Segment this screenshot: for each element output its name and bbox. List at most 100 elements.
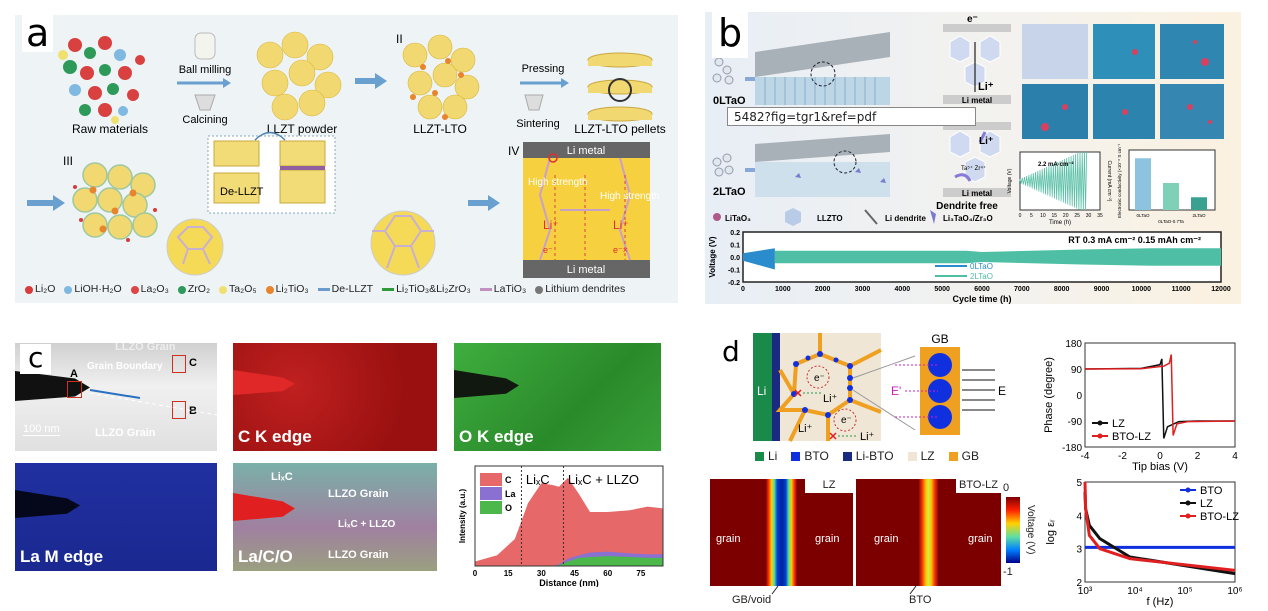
- y-axis-label: Intensity (a.u.): [458, 489, 467, 544]
- electron-circle-icon: [806, 365, 830, 389]
- bar-2LTaO: [1191, 197, 1207, 210]
- x-tick-label: 15: [1052, 213, 1058, 219]
- url-overlay[interactable]: 5482?fig=tgr1&ref=pdf: [727, 107, 976, 126]
- x-tick-label: 15: [504, 569, 513, 578]
- label-li-metal-bottom: Li metal: [962, 189, 992, 198]
- area-O: [475, 556, 663, 566]
- label-o-k-edge: O K edge: [459, 427, 534, 446]
- legend-label: De-LLZT: [331, 283, 374, 295]
- panel-a-schematic: Raw materials Ball milling Calcining LLZ…: [27, 31, 666, 278]
- llzt-powder-cluster: [256, 31, 342, 121]
- raw-materials-cluster: [58, 36, 145, 124]
- legend-swatch: [907, 452, 917, 462]
- legend-label-0LTaO: 0LTaO: [970, 262, 993, 271]
- legend-label: Lithium dendrites: [545, 283, 626, 295]
- y-tick-label: 2: [1076, 578, 1082, 589]
- panel-label-a: a: [22, 14, 54, 52]
- y-axis-label: Voltage (V): [708, 236, 717, 278]
- colorbar-min: -1: [1003, 566, 1013, 578]
- legend-marker: [64, 285, 73, 294]
- legend-label: La₂O₃: [140, 283, 169, 295]
- electron-circle-icon: [833, 408, 857, 432]
- arrow-head-icon: [488, 195, 500, 211]
- label-e-prime: E': [891, 384, 901, 398]
- legend-marker-li3tao4: [930, 210, 936, 224]
- label-electron-top: e⁻: [967, 14, 978, 25]
- heatmap-lz: LZ grain grain: [710, 479, 853, 586]
- x-tick-label: 4000: [895, 286, 911, 293]
- crucible-icon: [524, 94, 544, 111]
- electrolyte-slab-bottom: [755, 134, 890, 197]
- y-tick-label: 180: [1065, 339, 1082, 350]
- series-line-BTO-LZ: [1084, 354, 1236, 436]
- legend-marker: [317, 288, 330, 292]
- label-electron-1: e⁻: [814, 373, 825, 384]
- llzt-lto-cluster: [402, 34, 480, 120]
- legend-swatch: [791, 452, 801, 462]
- legend-item: Li-BTO: [842, 449, 894, 463]
- x-axis-label: Distance (nm): [539, 578, 599, 587]
- crucible-icon: [194, 94, 216, 111]
- x-tick-label: 2LTaO: [1193, 213, 1206, 218]
- legend-swatch: [842, 452, 852, 462]
- sample-2ltao-spheres: [712, 153, 734, 177]
- label-2ltao: 2LTaO: [713, 186, 746, 198]
- panel-label-d: d: [722, 335, 740, 368]
- label-overlay-grain-top: LLZO Grain: [328, 488, 389, 500]
- series-band-0LTaO: [743, 248, 775, 270]
- arrow-head-icon: [375, 73, 387, 89]
- legend-item: GB: [948, 449, 979, 463]
- grain-block: [213, 140, 260, 167]
- legend-item: Li: [755, 449, 778, 463]
- label-pellets: LLZT-LTO pellets: [574, 122, 666, 136]
- y-axis-label: Voltage (V): [1007, 168, 1013, 193]
- legend-marker: [382, 288, 395, 292]
- chart-critical-current: 0 5 10 15 20 25 30 35 Time (h) Voltage (V) Current…: [1007, 151, 1112, 226]
- label-calcining: Calcining: [182, 114, 227, 126]
- grain-hexagons-bottom: [943, 122, 1011, 197]
- sem-image-grid: [1022, 24, 1224, 139]
- y-tick-label: 4: [1076, 511, 1082, 522]
- label-li-ion-right: Li⁺: [613, 218, 629, 232]
- legend-label: LZ: [920, 449, 935, 463]
- label-grain: grain: [968, 533, 993, 545]
- label-high-strength-left: High strength: [528, 177, 587, 188]
- legend-item: LaTiO₃: [479, 283, 526, 296]
- legend-swatch: [948, 452, 958, 462]
- legend-li3tao4: Li₃TaO₄/Zr₃O: [943, 214, 993, 223]
- grain-hexagons-top: [943, 24, 1011, 104]
- label-li-metal-bottom: Li metal: [567, 264, 606, 276]
- marker-box-b: [172, 401, 186, 419]
- arrow-head-icon: [53, 195, 65, 211]
- latio3-layer: [280, 166, 325, 170]
- y-tick-label: -90: [1068, 417, 1083, 428]
- li-ion-path: [803, 392, 856, 437]
- label-0ltao: 0LTaO: [713, 95, 746, 107]
- x-tick-label: 0: [1019, 213, 1022, 219]
- legend-li-dendrite: Li dendrite: [885, 214, 926, 223]
- legend-item: BTO: [791, 449, 829, 463]
- grain-boundary-lines: [176, 226, 214, 265]
- label-li-ion-1: Li⁺: [823, 393, 838, 405]
- annotation: RT 0.3 mA cm⁻² 0.15 mAh cm⁻²: [1068, 235, 1201, 245]
- label-electron-2: e⁻: [841, 415, 852, 426]
- sample-0ltao-spheres: [712, 57, 734, 85]
- bto-particle: [928, 353, 952, 377]
- pointer-arrows: [771, 585, 917, 595]
- x-tick-label: 11000: [1172, 286, 1191, 293]
- label-la-m-edge: La M edge: [20, 547, 104, 566]
- legend-label: Li: [768, 449, 778, 463]
- label-li-ion-left: Li⁺: [543, 218, 559, 232]
- label-bto-arrow: BTO: [909, 594, 932, 606]
- li-bto-layer: [772, 333, 780, 441]
- li-electrode: [753, 333, 772, 441]
- label-llzt-lto: LLZT-LTO: [413, 122, 467, 136]
- legend-label: LiOH·H₂O: [74, 283, 122, 295]
- chart-intensity-profile: 0 15 30 45 60 75 Distance (nm) Intensity (a.u.)…: [458, 465, 664, 587]
- zoom-circle-large: [370, 210, 436, 276]
- x-tick-label: 25: [1074, 213, 1080, 219]
- legend-marker-BTO-LZ: [1097, 433, 1103, 439]
- arrow-head-icon: [561, 78, 569, 88]
- y-axis-label: log εᵣ: [1045, 519, 1057, 545]
- x-tick-label: 10⁵: [1177, 586, 1192, 597]
